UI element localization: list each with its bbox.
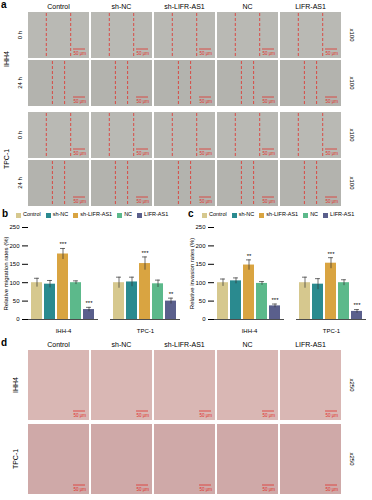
svg-text:x100: x100 xyxy=(349,76,355,90)
svg-text:***: *** xyxy=(85,300,93,306)
svg-text:50 μm: 50 μm xyxy=(199,487,212,492)
svg-text:TPC-1: TPC-1 xyxy=(3,149,10,169)
svg-text:150: 150 xyxy=(9,261,20,267)
html-text:b: b xyxy=(2,208,9,219)
svg-text:***: *** xyxy=(59,241,67,247)
svg-text:50 μm: 50 μm xyxy=(325,151,338,156)
svg-text:50 μm: 50 μm xyxy=(136,413,149,418)
svg-text:sh-LIFR-AS1: sh-LIFR-AS1 xyxy=(164,341,205,348)
svg-text:sh-LIFR-AS1: sh-LIFR-AS1 xyxy=(164,3,205,10)
svg-text:50 μm: 50 μm xyxy=(262,413,275,418)
svg-text:50 μm: 50 μm xyxy=(325,487,338,492)
html-text:c: c xyxy=(188,208,194,219)
svg-text:50 μm: 50 μm xyxy=(325,51,338,56)
svg-text:50 μm: 50 μm xyxy=(262,151,275,156)
svg-text:NC: NC xyxy=(242,3,252,10)
svg-text:200: 200 xyxy=(195,243,206,249)
svg-text:24 h: 24 h xyxy=(17,177,23,189)
html-text:Control: Control xyxy=(209,211,227,218)
svg-text:50 μm: 50 μm xyxy=(199,151,212,156)
svg-text:50 μm: 50 μm xyxy=(136,199,149,204)
svg-text:***: *** xyxy=(271,297,279,303)
svg-text:Relative migration rates (%): Relative migration rates (%) xyxy=(3,236,9,310)
svg-text:x250: x250 xyxy=(349,452,355,466)
svg-text:50 μm: 50 μm xyxy=(136,99,149,104)
svg-text:0 h: 0 h xyxy=(17,131,23,139)
svg-text:250: 250 xyxy=(195,224,206,230)
svg-text:LIFR-AS1: LIFR-AS1 xyxy=(295,341,326,348)
svg-text:50 μm: 50 μm xyxy=(199,413,212,418)
svg-text:TPC-1: TPC-1 xyxy=(137,328,155,333)
svg-text:x100: x100 xyxy=(349,28,355,42)
html-text:NC: NC xyxy=(124,211,133,218)
svg-text:Relative invasion rates (%): Relative invasion rates (%) xyxy=(189,238,195,309)
svg-text:50: 50 xyxy=(199,298,206,304)
svg-text:NC: NC xyxy=(242,341,252,348)
svg-text:***: *** xyxy=(141,250,149,256)
svg-text:IHH-4: IHH-4 xyxy=(56,328,72,333)
svg-text:50 μm: 50 μm xyxy=(73,199,86,204)
svg-text:50 μm: 50 μm xyxy=(199,199,212,204)
svg-text:100: 100 xyxy=(195,280,206,286)
svg-text:x250: x250 xyxy=(349,378,355,392)
svg-text:0 h: 0 h xyxy=(17,31,23,39)
svg-text:250: 250 xyxy=(9,224,20,230)
html-text:sh-LIFR-AS1: sh-LIFR-AS1 xyxy=(80,211,113,218)
svg-text:50 μm: 50 μm xyxy=(262,199,275,204)
svg-text:50 μm: 50 μm xyxy=(73,51,86,56)
svg-text:x100: x100 xyxy=(349,176,355,190)
svg-text:50 μm: 50 μm xyxy=(262,51,275,56)
svg-text:Control: Control xyxy=(47,341,70,348)
svg-text:50 μm: 50 μm xyxy=(262,487,275,492)
html-text:LIFR-AS1: LIFR-AS1 xyxy=(330,211,355,218)
html-text:a: a xyxy=(1,0,7,10)
svg-text:TPC-1: TPC-1 xyxy=(12,449,19,469)
svg-text:50 μm: 50 μm xyxy=(136,51,149,56)
svg-text:sh-NC: sh-NC xyxy=(112,341,132,348)
svg-text:24 h: 24 h xyxy=(17,77,23,89)
svg-text:TPC-1: TPC-1 xyxy=(323,328,341,333)
svg-text:50 μm: 50 μm xyxy=(199,99,212,104)
html-text:LIFR-AS1: LIFR-AS1 xyxy=(144,211,169,218)
html-text:d: d xyxy=(1,337,8,348)
svg-text:50 μm: 50 μm xyxy=(325,99,338,104)
svg-text:LIFR-AS1: LIFR-AS1 xyxy=(295,3,326,10)
html-text:NC: NC xyxy=(310,211,319,218)
svg-text:150: 150 xyxy=(195,261,206,267)
html-text:sh-LIFR-AS1: sh-LIFR-AS1 xyxy=(266,211,299,218)
svg-text:50 μm: 50 μm xyxy=(136,151,149,156)
svg-text:200: 200 xyxy=(9,243,20,249)
svg-text:50 μm: 50 μm xyxy=(73,487,86,492)
svg-text:IHH4: IHH4 xyxy=(3,51,10,67)
svg-text:**: ** xyxy=(169,291,174,297)
svg-text:50 μm: 50 μm xyxy=(325,413,338,418)
svg-text:0: 0 xyxy=(202,316,206,322)
svg-text:0: 0 xyxy=(16,316,20,322)
svg-text:**: ** xyxy=(247,253,252,259)
svg-text:50 μm: 50 μm xyxy=(199,51,212,56)
html-text:Control: Control xyxy=(23,211,41,218)
svg-text:***: *** xyxy=(327,251,335,257)
svg-text:50 μm: 50 μm xyxy=(262,99,275,104)
svg-text:IHH4: IHH4 xyxy=(12,377,19,393)
html-text:sh-NC: sh-NC xyxy=(238,211,255,218)
svg-text:50 μm: 50 μm xyxy=(73,413,86,418)
svg-text:50 μm: 50 μm xyxy=(73,99,86,104)
svg-text:50 μm: 50 μm xyxy=(73,151,86,156)
svg-text:50: 50 xyxy=(13,298,20,304)
svg-text:100: 100 xyxy=(9,280,20,286)
svg-text:IHH-4: IHH-4 xyxy=(242,328,258,333)
svg-text:50 μm: 50 μm xyxy=(136,487,149,492)
svg-text:***: *** xyxy=(353,302,361,308)
svg-text:x100: x100 xyxy=(349,128,355,142)
svg-text:sh-NC: sh-NC xyxy=(112,3,132,10)
html-text:sh-NC: sh-NC xyxy=(52,211,69,218)
svg-text:Control: Control xyxy=(47,3,70,10)
svg-text:50 μm: 50 μm xyxy=(325,199,338,204)
